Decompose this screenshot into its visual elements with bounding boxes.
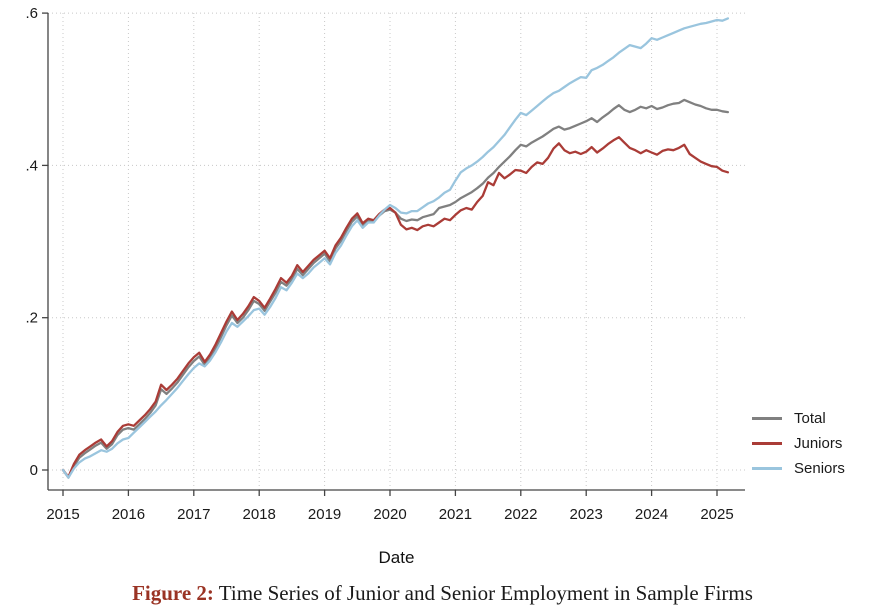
svg-text:2024: 2024 — [635, 506, 668, 523]
y-axis-tick-labels: 0 .2 .4 .6 — [25, 5, 38, 479]
seniors-line-swatch — [752, 467, 782, 470]
axes — [42, 12, 745, 496]
svg-text:2019: 2019 — [308, 506, 341, 523]
juniors-line-swatch — [752, 442, 782, 445]
x-axis-title: Date — [378, 548, 415, 567]
figure-caption-text: Time Series of Junior and Senior Employm… — [213, 581, 753, 605]
series-line-seniors — [61, 17, 730, 479]
svg-text:2021: 2021 — [439, 506, 472, 523]
legend-label-seniors: Seniors — [794, 460, 845, 477]
svg-text:2023: 2023 — [570, 506, 603, 523]
legend-item-juniors: Juniors — [752, 431, 845, 456]
legend-label-juniors: Juniors — [794, 435, 843, 452]
svg-text:2016: 2016 — [112, 506, 145, 523]
svg-text:2017: 2017 — [177, 506, 210, 523]
series-line-juniors — [61, 136, 730, 479]
legend-label-total: Total — [794, 410, 826, 427]
svg-text:2020: 2020 — [373, 506, 406, 523]
series-line-total — [61, 98, 730, 479]
figure-caption-label: Figure 2: — [132, 581, 214, 605]
svg-text:2022: 2022 — [504, 506, 537, 523]
svg-text:0: 0 — [30, 462, 38, 479]
svg-text:.6: .6 — [25, 5, 38, 22]
svg-text:.4: .4 — [25, 157, 38, 174]
svg-text:.2: .2 — [25, 310, 38, 327]
legend-item-seniors: Seniors — [752, 456, 845, 481]
gridlines — [48, 12, 745, 490]
chart-legend: Total Juniors Seniors — [752, 406, 845, 481]
svg-text:2015: 2015 — [46, 506, 79, 523]
svg-text:2018: 2018 — [243, 506, 276, 523]
svg-text:2025: 2025 — [700, 506, 733, 523]
figure-caption: Figure 2: Time Series of Junior and Seni… — [0, 581, 885, 606]
x-axis-tick-labels: 2015 2016 2017 2018 2019 2020 2021 2022 2023 2024… — [46, 506, 733, 523]
total-line-swatch — [752, 417, 782, 420]
legend-item-total: Total — [752, 406, 845, 431]
